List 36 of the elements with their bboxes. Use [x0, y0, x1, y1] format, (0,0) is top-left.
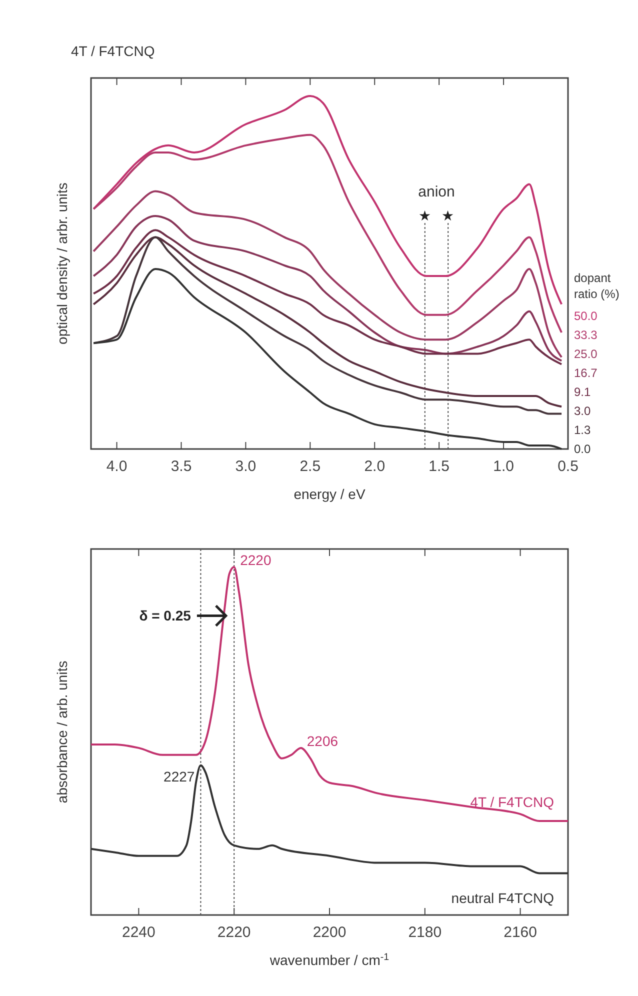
x-axis-title: energy / eV: [294, 486, 366, 502]
annotation: 2220: [240, 552, 272, 568]
series-label: 3.0: [574, 404, 592, 418]
series-label: neutral F4TCNQ: [451, 890, 554, 906]
x-tick-label: 2180: [408, 924, 442, 941]
x-tick-label: 2200: [312, 924, 346, 941]
annotation: δ = 0.25: [139, 608, 192, 624]
series-label: 33.3: [574, 328, 598, 342]
x-tick-label: 2.0: [364, 458, 386, 475]
legend-title: dopant ratio (%): [574, 271, 620, 301]
series-label: 25.0: [574, 347, 598, 361]
ref-line-label: ★: [442, 208, 455, 224]
y-axis-title: absorbance / arb. units: [54, 660, 70, 804]
x-tick-label: 0.5: [558, 458, 578, 475]
y-axis-title: optical density / arbr. units: [54, 182, 70, 344]
annotation: 2206: [306, 732, 338, 749]
x-tick-label: 2220: [217, 924, 251, 941]
annotation: 2227: [164, 768, 195, 784]
x-tick-label: 1.0: [493, 458, 514, 475]
series-label: 50.0: [574, 309, 598, 323]
annotation: anion: [418, 184, 455, 201]
x-tick-label: 2240: [122, 924, 156, 941]
x-axis-title: wavenumber / cm$^{-1}$: [268, 952, 390, 968]
x-tick-label: 2160: [504, 924, 537, 941]
x-tick-label: 4.0: [106, 458, 128, 475]
x-tick-label: 3.0: [235, 458, 256, 475]
series-label: 4T / F4TCNQ: [470, 794, 554, 810]
x-tick-label: 3.5: [170, 458, 192, 475]
ref-line-label: ★: [418, 208, 432, 224]
x-tick-label: 1.5: [428, 458, 450, 475]
series-label: 16.7: [574, 366, 598, 380]
chart-title: 4T / F4TCNQ: [71, 43, 155, 59]
x-tick-label: 2.5: [300, 458, 321, 475]
series-label: 0.0: [574, 442, 592, 456]
series-label: 1.3: [574, 423, 592, 437]
text: 9.1: [574, 385, 592, 399]
